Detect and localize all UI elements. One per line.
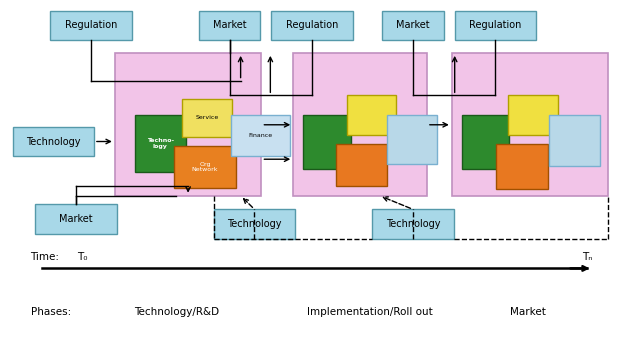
Bar	[462, 115, 509, 169]
Text: Regulation: Regulation	[286, 20, 338, 30]
Bar	[231, 115, 290, 156]
Bar	[549, 115, 600, 166]
Text: Technology/R&D: Technology/R&D	[134, 307, 219, 317]
Text: Service: Service	[196, 115, 219, 120]
Bar	[214, 209, 295, 239]
Bar	[347, 95, 396, 135]
Text: Market: Market	[396, 20, 430, 30]
Bar	[303, 115, 350, 169]
Bar	[174, 147, 236, 188]
Text: Technology: Technology	[26, 137, 80, 147]
Bar	[455, 11, 536, 40]
Text: Market: Market	[510, 307, 546, 317]
Text: Market: Market	[213, 20, 246, 30]
Bar	[452, 53, 608, 196]
Text: Implementation/Roll out: Implementation/Roll out	[306, 307, 432, 317]
Bar	[12, 127, 94, 156]
Bar	[293, 53, 427, 196]
Bar	[383, 11, 444, 40]
Bar	[387, 115, 437, 164]
Text: Market: Market	[59, 214, 93, 224]
Bar	[508, 95, 558, 135]
Text: Techno-
logy: Techno- logy	[147, 138, 174, 149]
Text: Tₙ: Tₙ	[582, 251, 593, 261]
Text: Finance: Finance	[248, 133, 272, 138]
Text: T₀: T₀	[77, 251, 88, 261]
Bar	[182, 99, 232, 137]
Text: Technology: Technology	[386, 219, 440, 229]
Bar	[35, 204, 117, 234]
Bar	[335, 144, 387, 186]
Bar	[199, 11, 261, 40]
Bar	[373, 209, 454, 239]
Bar	[271, 11, 353, 40]
Text: Org
Network: Org Network	[192, 162, 218, 172]
Text: Phases:: Phases:	[30, 307, 71, 317]
Bar	[115, 53, 261, 196]
Bar	[134, 115, 186, 172]
Text: Technology: Technology	[227, 219, 282, 229]
Bar	[496, 144, 548, 189]
Text: Regulation: Regulation	[469, 20, 521, 30]
Bar	[50, 11, 132, 40]
Text: Regulation: Regulation	[65, 20, 117, 30]
Text: Time:: Time:	[30, 251, 59, 261]
